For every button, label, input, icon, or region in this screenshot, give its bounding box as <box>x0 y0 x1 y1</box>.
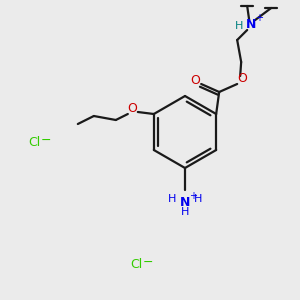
Text: H: H <box>194 194 202 204</box>
Text: Cl: Cl <box>28 136 40 149</box>
Text: Cl: Cl <box>130 259 142 272</box>
Text: O: O <box>127 101 137 115</box>
Text: H: H <box>168 194 176 204</box>
Text: O: O <box>237 73 247 85</box>
Text: −: − <box>41 134 51 146</box>
Text: −: − <box>143 256 153 268</box>
Text: H: H <box>235 21 243 31</box>
Text: +: + <box>255 13 263 23</box>
Text: N: N <box>246 17 256 31</box>
Text: +: + <box>189 191 197 201</box>
Text: O: O <box>190 74 200 86</box>
Text: N: N <box>180 196 190 208</box>
Text: H: H <box>181 207 189 217</box>
